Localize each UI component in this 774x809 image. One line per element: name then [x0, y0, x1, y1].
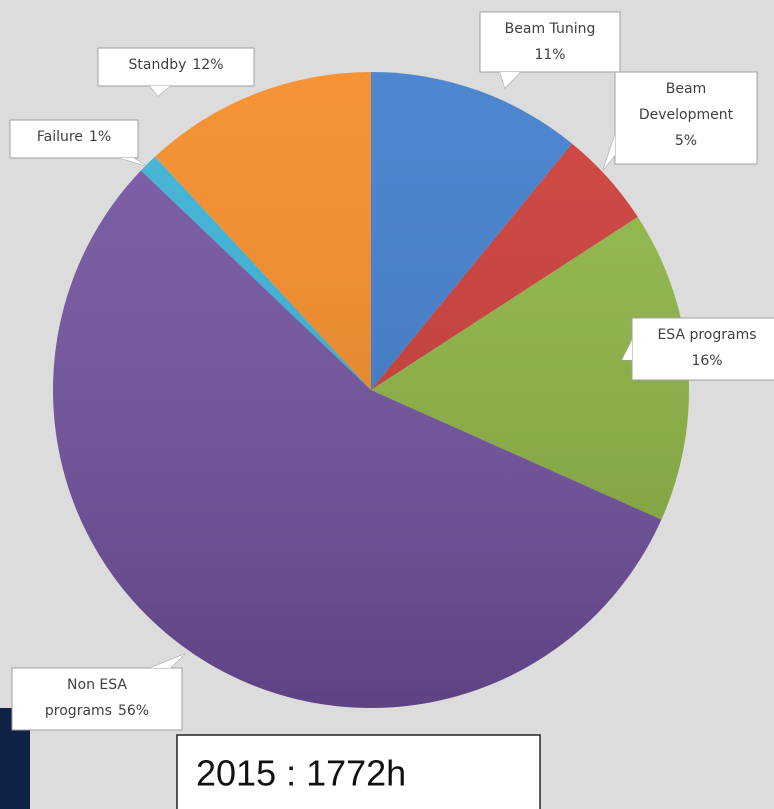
- data-label: ESA programs 16%: [637, 322, 774, 374]
- callout-pointer-fill: [120, 158, 146, 166]
- callout-pointer-fill: [150, 654, 185, 668]
- value-label: 1%: [88, 129, 112, 145]
- data-label-text: ESA programs 16%: [637, 322, 774, 374]
- callout-pointer-fill: [500, 72, 520, 88]
- callout-box: [614, 71, 758, 165]
- value-label: 56%: [117, 703, 150, 719]
- data-label: Non ESA programs 56%: [35, 672, 159, 724]
- data-label-text: Beam Development 5%: [630, 76, 742, 154]
- value-label: 11%: [534, 47, 566, 63]
- value-label: 12%: [192, 57, 224, 73]
- callout-box: [631, 317, 774, 381]
- data-label-text: Beam Tuning 11%: [485, 16, 615, 68]
- callout-pointer-fill: [603, 135, 615, 170]
- callout-box: [97, 47, 255, 87]
- category-label: Beam Tuning: [504, 21, 596, 37]
- data-label-text: Non ESA programs 56%: [35, 672, 159, 724]
- value-label: 16%: [691, 353, 723, 369]
- data-label-text: Standby 12%: [101, 52, 251, 78]
- data-label-text: Failure 1%: [12, 124, 136, 150]
- data-label: Standby 12%: [101, 52, 251, 78]
- callout-box: [9, 119, 139, 159]
- annotation-box: [176, 734, 541, 809]
- callout-pointer-fill: [622, 340, 632, 360]
- data-label: Failure 1%: [12, 124, 136, 150]
- labels: Beam Tuning 11% Beam Development 5% ESA prog…: [9, 11, 774, 731]
- value-label: 5%: [674, 133, 698, 149]
- category-label: Failure: [36, 129, 83, 145]
- category-label: Non ESA programs: [44, 677, 127, 719]
- callout-box: [11, 667, 183, 731]
- data-label: Beam Tuning 11%: [485, 16, 615, 68]
- data-label: Beam Development 5%: [630, 76, 742, 154]
- annotation: 2015 : 1772h: [196, 753, 406, 794]
- category-label: Beam Development: [638, 81, 734, 123]
- pie: [53, 72, 689, 709]
- callout-pointer-fill: [150, 86, 170, 96]
- callout-box: [479, 11, 621, 73]
- category-label: ESA programs: [657, 327, 757, 343]
- category-label: Standby: [128, 57, 187, 73]
